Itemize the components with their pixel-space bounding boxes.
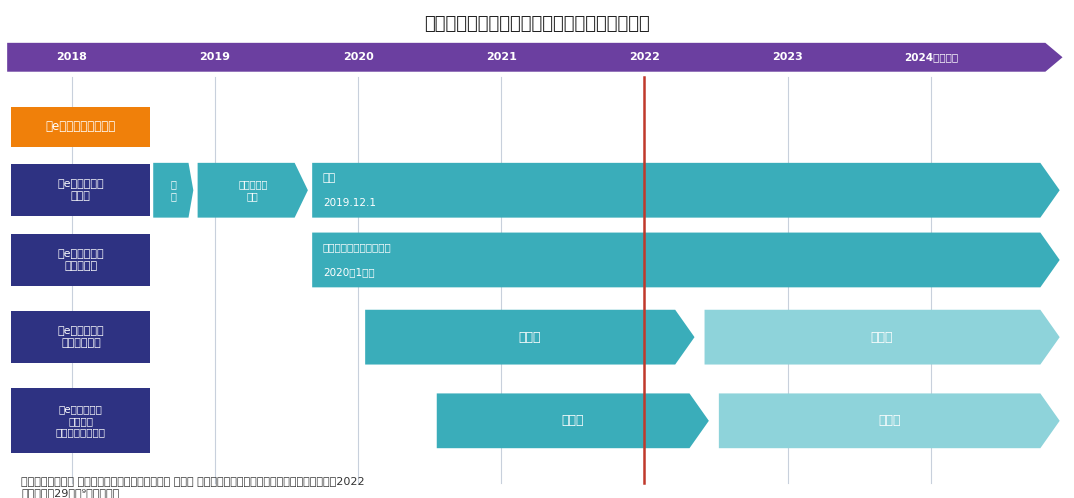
Text: 年７月29日）⁹）一部抜粋: 年７月29日）⁹）一部抜粋 [21, 488, 119, 498]
Polygon shape [198, 163, 308, 218]
Text: 2022: 2022 [629, 52, 659, 62]
Text: 第２期: 第２期 [879, 414, 900, 427]
Polygon shape [365, 310, 695, 365]
Text: 循e環器病対策の取組: 循e環器病対策の取組 [46, 121, 116, 133]
Polygon shape [719, 393, 1060, 448]
Bar [12, 107, 150, 147]
Text: 第１期: 第１期 [562, 414, 584, 427]
Text: 循e環器病対策
推進計画
（都道府県策定）: 循e環器病対策 推進計画 （都道府県策定） [56, 404, 106, 437]
Text: 循e環器病対策
推進協議会: 循e環器病対策 推進協議会 [58, 249, 104, 271]
Text: 2020年1月～: 2020年1月～ [323, 267, 375, 277]
Text: 2024（年度）: 2024（年度） [903, 52, 958, 62]
Text: 循e環器病対策
推進基本計画: 循e環器病対策 推進基本計画 [58, 326, 104, 348]
Text: 2023: 2023 [772, 52, 803, 62]
Polygon shape [437, 393, 709, 448]
Bar [12, 164, 150, 216]
Polygon shape [8, 43, 1062, 72]
Bar [12, 311, 150, 364]
Text: 2020: 2020 [343, 52, 374, 62]
Text: 施行: 施行 [323, 173, 336, 183]
Bar [12, 234, 150, 286]
Text: 出所：厚生労働省 第８回循環器病対策推進協議会 資料５ 循環器病対策推進基本計画の見直しについて（2022: 出所：厚生労働省 第８回循環器病対策推進協議会 資料５ 循環器病対策推進基本計画… [21, 476, 365, 486]
Text: 2018: 2018 [56, 52, 87, 62]
Text: 2019: 2019 [200, 52, 230, 62]
Text: 第１期: 第１期 [519, 331, 541, 344]
Polygon shape [154, 163, 193, 218]
Text: 循e環器病対策
基本法: 循e環器病対策 基本法 [58, 179, 104, 201]
Text: 図４　循環器病対策に係る今後のスケジュール: 図４ 循環器病対策に係る今後のスケジュール [424, 15, 650, 33]
Polygon shape [705, 310, 1060, 365]
Text: 2021: 2021 [485, 52, 517, 62]
Text: 第２期: 第２期 [871, 331, 894, 344]
Polygon shape [313, 233, 1060, 287]
Bar [12, 388, 150, 454]
Text: 関係政令の
整備: 関係政令の 整備 [238, 179, 267, 201]
Text: 2019.12.1: 2019.12.1 [323, 198, 376, 208]
Text: 循環器病対策推進協議会: 循環器病対策推進協議会 [323, 243, 392, 252]
Text: 公
布: 公 布 [171, 179, 176, 201]
Polygon shape [313, 163, 1060, 218]
